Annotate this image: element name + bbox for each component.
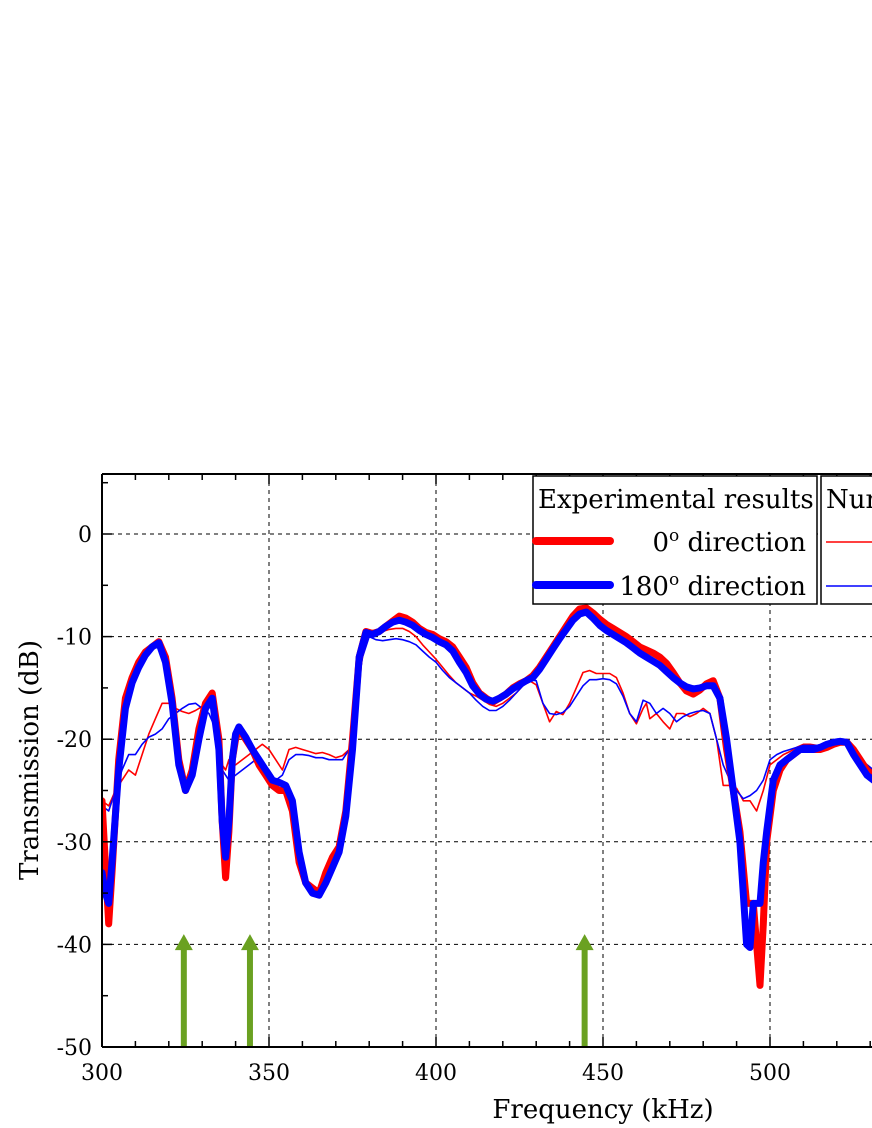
legend-degree-sign: o [669, 526, 679, 546]
arrow-head [174, 934, 193, 951]
legend-title-experimental: Experimental results [538, 485, 814, 515]
series-line-experimental [102, 608, 872, 951]
x-tick-label: 350 [248, 1061, 290, 1086]
y-tick-label: -30 [57, 831, 92, 856]
legend-entry-label: 0o direction [652, 526, 806, 558]
y-tick-label: -50 [57, 1036, 92, 1061]
y-tick-label: -10 [57, 626, 92, 651]
x-tick-label: 300 [81, 1061, 123, 1086]
y-axis-label: Transmission (dB) [15, 640, 45, 880]
y-tick-label: -40 [57, 933, 92, 958]
legend-title-numerical: Nur [826, 485, 872, 515]
legend-entry-direction: direction [679, 528, 806, 558]
x-tick-label: 450 [582, 1061, 624, 1086]
x-tick-label: 500 [749, 1061, 791, 1086]
legend-entry-angle: 180 [619, 572, 669, 602]
arrow-head [240, 934, 259, 951]
series-lines [102, 604, 872, 989]
arrow-head [575, 934, 594, 951]
legend-entry-angle: 0 [652, 528, 669, 558]
y-tick-label: -20 [57, 728, 92, 753]
x-axis-label: Frequency (kHz) [492, 1095, 713, 1125]
arrow-annotations [174, 934, 594, 1047]
legend-box-numerical [820, 475, 872, 605]
y-tick-label: 0 [78, 523, 92, 548]
series-line-experimental [102, 604, 872, 989]
x-tick-label: 400 [415, 1061, 457, 1086]
legend-entry-direction: direction [679, 572, 806, 602]
legend-degree-sign: o [669, 570, 679, 590]
axes: 300 350 400 450 500 0 -10 -20 -30 -40 -50 [57, 473, 872, 1086]
legend-entry-label: 180o direction [619, 570, 806, 602]
